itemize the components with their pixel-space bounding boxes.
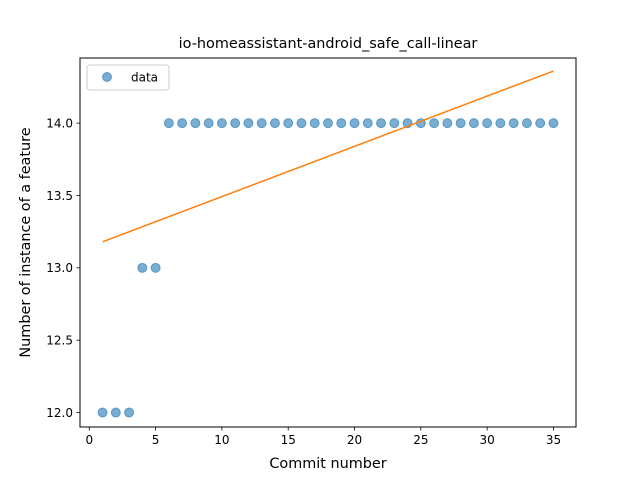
data-point xyxy=(163,118,174,129)
data-point xyxy=(495,118,506,129)
data-point xyxy=(455,118,466,129)
data-point xyxy=(349,118,360,129)
x-tick-label: 20 xyxy=(347,433,362,447)
data-point xyxy=(124,407,135,418)
legend-marker xyxy=(102,72,112,82)
x-axis-label: Commit number xyxy=(269,456,386,472)
data-point xyxy=(535,118,546,129)
y-tick-label: 14.0 xyxy=(46,116,73,130)
data-point xyxy=(389,118,400,129)
data-point xyxy=(216,118,227,129)
data-point xyxy=(177,118,188,129)
data-point xyxy=(362,118,373,129)
chart-title: io-homeassistant-android_safe_call-linea… xyxy=(179,36,478,52)
x-tick-label: 15 xyxy=(281,433,296,447)
x-tick-label: 0 xyxy=(85,433,93,447)
data-point xyxy=(256,118,267,129)
legend-label-data: data xyxy=(131,71,158,85)
y-tick-label: 13.5 xyxy=(46,189,73,203)
data-point xyxy=(336,118,347,129)
y-tick-label: 13.0 xyxy=(46,261,73,275)
data-point xyxy=(521,118,532,129)
data-point xyxy=(548,118,559,129)
data-point xyxy=(190,118,201,129)
legend: data xyxy=(86,64,170,91)
data-point xyxy=(269,118,280,129)
data-point xyxy=(468,118,479,129)
data-point xyxy=(230,118,241,129)
axis-ticks: 0 5 10 15 20 25 30 35 12.0 12.5 13.0 13.5 14.0 xyxy=(46,116,561,447)
data-point xyxy=(97,407,108,418)
plot-area xyxy=(97,70,559,418)
data-point xyxy=(429,118,440,129)
data-point xyxy=(110,407,121,418)
data-point xyxy=(150,262,161,273)
x-tick-label: 5 xyxy=(152,433,160,447)
data-point xyxy=(283,118,294,129)
y-tick-label: 12.0 xyxy=(46,406,73,420)
data-point xyxy=(137,262,148,273)
x-tick-label: 10 xyxy=(214,433,229,447)
data-point xyxy=(309,118,320,129)
axes-frame xyxy=(79,57,577,428)
data-point xyxy=(323,118,333,129)
data-point xyxy=(203,118,214,129)
data-point xyxy=(376,118,387,129)
x-tick-label: 35 xyxy=(546,433,561,447)
y-axis-label: Number of instance of a feature xyxy=(18,127,34,357)
data-point xyxy=(508,118,519,129)
legend-box xyxy=(86,64,170,91)
fit-line xyxy=(102,70,554,243)
data-point xyxy=(296,118,307,129)
x-tick-label: 30 xyxy=(480,433,495,447)
data-point xyxy=(243,118,254,129)
data-point xyxy=(442,118,453,129)
data-point xyxy=(482,118,493,129)
x-tick-label: 25 xyxy=(413,433,428,447)
y-tick-label: 12.5 xyxy=(46,333,73,347)
